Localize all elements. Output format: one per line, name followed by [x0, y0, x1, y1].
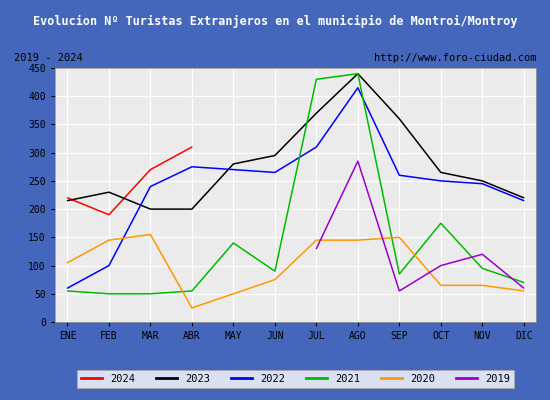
Text: 2019 - 2024: 2019 - 2024 — [14, 53, 82, 63]
Text: http://www.foro-ciudad.com: http://www.foro-ciudad.com — [374, 53, 536, 63]
Text: Evolucion Nº Turistas Extranjeros en el municipio de Montroi/Montroy: Evolucion Nº Turistas Extranjeros en el … — [33, 14, 517, 28]
Legend: 2024, 2023, 2022, 2021, 2020, 2019: 2024, 2023, 2022, 2021, 2020, 2019 — [77, 370, 514, 388]
